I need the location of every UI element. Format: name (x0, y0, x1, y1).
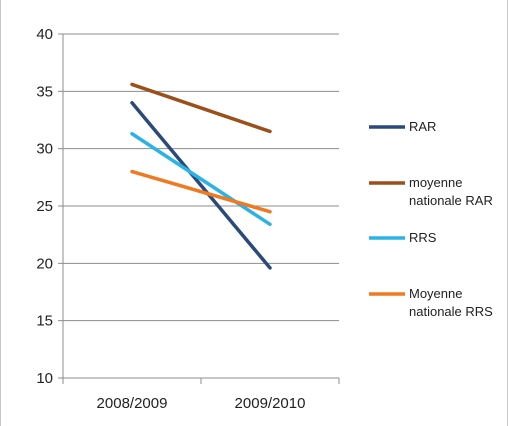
series-line-moyenne-nationale-rrs (130, 169, 272, 214)
legend-label: nationale RAR (409, 193, 493, 208)
legend-label: moyenne (409, 175, 462, 190)
legend-label: RAR (409, 119, 436, 134)
series-lines (130, 82, 272, 270)
y-tick-label: 15 (36, 313, 53, 330)
y-tick-label: 30 (36, 141, 53, 158)
legend: RAR moyenne nationale RAR RRS Moyenne nationa… (369, 119, 493, 319)
x-tick-label: 2009/2010 (235, 395, 306, 412)
x-tick-label: 2008/2009 (97, 395, 168, 412)
y-tick-label: 10 (36, 370, 53, 387)
gridlines (63, 33, 339, 322)
y-tick-labels: 10 15 20 25 30 35 40 (36, 26, 53, 387)
axes (58, 33, 340, 384)
y-tick-label: 25 (36, 198, 53, 215)
legend-label: nationale RRS (409, 304, 493, 319)
y-tick-label: 20 (36, 255, 53, 272)
x-tick-labels: 2008/2009 2009/2010 (97, 395, 306, 412)
series-line-rar (130, 101, 272, 270)
legend-label: Moyenne (409, 286, 462, 301)
y-tick-label: 40 (36, 26, 53, 43)
series-line-rrs (130, 132, 272, 227)
y-tick-label: 35 (36, 83, 53, 100)
legend-label: RRS (409, 230, 437, 245)
series-line-moyenne-nationale-rar (130, 82, 272, 134)
